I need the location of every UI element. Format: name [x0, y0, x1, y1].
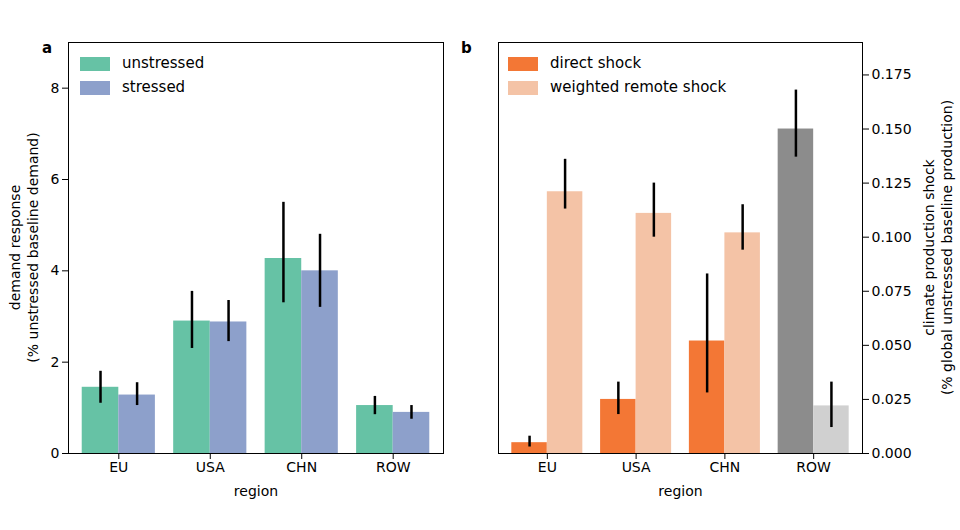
svg-text:ROW: ROW — [796, 459, 831, 475]
svg-text:USA: USA — [196, 459, 225, 475]
svg-text:8: 8 — [51, 80, 60, 96]
svg-text:CHN: CHN — [286, 459, 317, 475]
svg-text:demand response: demand response — [7, 185, 23, 311]
svg-text:2: 2 — [51, 354, 60, 370]
svg-text:EU: EU — [109, 459, 128, 475]
svg-text:0.050: 0.050 — [872, 337, 912, 353]
html-text:stressed: stressed — [122, 78, 186, 96]
html-text:unstressed: unstressed — [122, 54, 205, 72]
svg-text:0.100: 0.100 — [872, 229, 912, 245]
html-text:direct shock: direct shock — [550, 54, 642, 72]
svg-text:(% unstressed baseline demand): (% unstressed baseline demand) — [25, 132, 41, 362]
svg-text:0.075: 0.075 — [872, 283, 912, 299]
svg-text:0.000: 0.000 — [872, 445, 912, 461]
svg-text:0.150: 0.150 — [872, 121, 912, 137]
svg-text:USA: USA — [622, 459, 651, 475]
svg-text:(% global unstressed baseline: (% global unstressed baseline production… — [939, 100, 955, 395]
svg-text:region: region — [234, 483, 278, 499]
svg-text:b: b — [461, 39, 472, 57]
svg-text:EU: EU — [538, 459, 557, 475]
svg-text:ROW: ROW — [376, 459, 411, 475]
svg-text:0.125: 0.125 — [872, 175, 912, 191]
svg-text:a: a — [42, 39, 52, 57]
svg-text:4: 4 — [51, 262, 60, 278]
svg-text:climate production shock: climate production shock — [921, 158, 937, 335]
svg-text:6: 6 — [51, 171, 60, 187]
html-text:weighted remote shock: weighted remote shock — [550, 78, 727, 96]
svg-text:region: region — [658, 483, 702, 499]
svg-text:0: 0 — [51, 445, 60, 461]
svg-text:0.175: 0.175 — [872, 66, 912, 82]
svg-text:0.025: 0.025 — [872, 391, 912, 407]
svg-text:CHN: CHN — [709, 459, 740, 475]
